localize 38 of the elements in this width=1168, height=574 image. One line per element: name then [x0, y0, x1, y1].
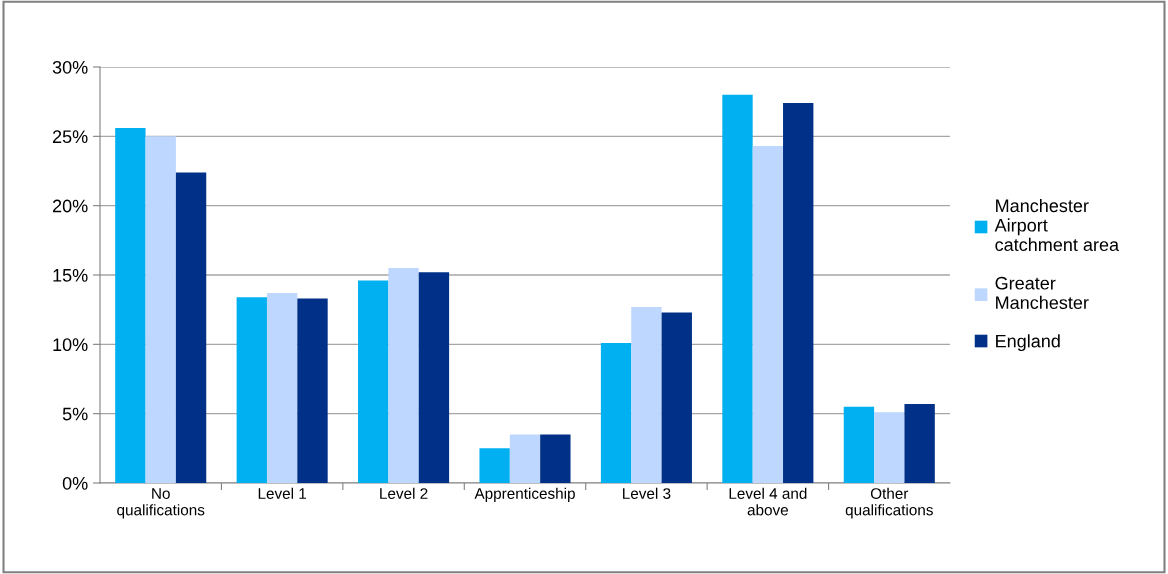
y-tick-label: 15% — [53, 269, 88, 282]
bar — [418, 272, 450, 483]
y-tick-label: 10% — [53, 338, 88, 352]
bar — [236, 297, 267, 483]
bar — [874, 412, 905, 483]
x-tick-label: Apprenticeship — [474, 487, 575, 502]
bar — [661, 312, 692, 483]
bar — [358, 280, 389, 483]
x-tick-label: Level 3 — [623, 487, 671, 499]
bar — [722, 94, 753, 483]
bar — [509, 434, 541, 483]
bar — [600, 342, 632, 483]
x-tick-label: Other qualifications — [845, 487, 933, 519]
bar — [904, 403, 935, 483]
bar — [145, 136, 176, 483]
y-tick-label: 0% — [62, 476, 88, 490]
y-tick-label: 20% — [52, 199, 88, 213]
bar — [479, 448, 510, 483]
legend-label: Manchester Airport catchment area — [994, 198, 1120, 252]
x-tick-label: Level 2 — [380, 487, 428, 499]
bar — [783, 103, 814, 483]
y-tick-label: 25% — [52, 130, 88, 144]
x-tick-label: Level 4 and above — [729, 487, 807, 516]
bar — [631, 306, 662, 483]
bar — [752, 146, 784, 483]
legend-label: England — [996, 334, 1060, 352]
bar — [843, 406, 875, 483]
y-tick-label: 30% — [52, 60, 88, 74]
y-tick-label: 5% — [62, 407, 88, 421]
bar — [175, 172, 207, 483]
bar — [388, 268, 419, 483]
legend-label: Greater Manchester — [995, 276, 1089, 310]
bar — [266, 293, 298, 483]
bar — [297, 298, 328, 483]
bar — [540, 434, 571, 483]
bar — [115, 128, 146, 483]
x-tick-label: No qualifications — [117, 488, 205, 519]
x-tick-label: Level 1 — [258, 487, 307, 499]
